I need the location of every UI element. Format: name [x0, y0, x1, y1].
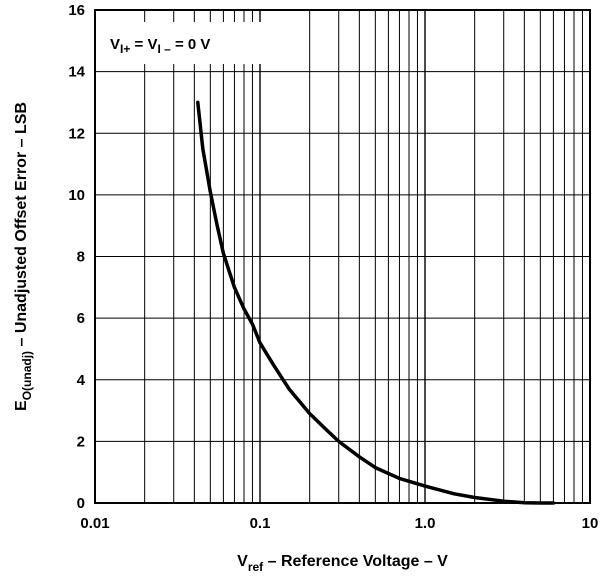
x-tick-label: 0.1: [250, 515, 271, 532]
plot-frame: [94, 9, 591, 504]
y-tick-label: 2: [77, 433, 85, 450]
x-tick-label: 0.01: [80, 515, 109, 532]
y-tick-label: 16: [68, 2, 85, 19]
y-tick-label: 12: [68, 125, 85, 142]
x-tick-label: 10: [582, 515, 599, 532]
annotation-background: [100, 22, 268, 64]
y-tick-label: 10: [68, 187, 85, 204]
annotation-sub2: I –: [157, 42, 171, 56]
y-label-symbol: E: [13, 400, 30, 411]
y-label-subscript: O(unadj): [20, 351, 34, 400]
y-tick-labels: 0 2 4 6 8 10 12 14 16: [68, 2, 85, 512]
annotation-text: VI+ = VI – = 0 V: [110, 36, 210, 56]
y-tick-label: 4: [77, 372, 86, 389]
annotation-rest: = 0 V: [171, 36, 211, 53]
annotation-eq: =: [130, 36, 147, 53]
y-axis-label: EO(unadj) – Unadjusted Offset Error – LS…: [13, 102, 34, 411]
y-tick-label: 14: [68, 64, 85, 81]
y-tick-label: 0: [77, 495, 85, 512]
annotation-sub1: I+: [120, 42, 130, 56]
y-tick-label: 6: [77, 310, 85, 327]
condition-annotation: VI+ = VI – = 0 V: [100, 22, 268, 64]
x-axis-label: Vref – Reference Voltage – V: [237, 553, 448, 574]
x-label-symbol: V: [237, 553, 248, 570]
annotation-v1: V: [110, 36, 120, 53]
x-tick-label: 1.0: [415, 515, 436, 532]
annotation-v2: V: [147, 36, 157, 53]
y-label-text: – Unadjusted Offset Error – LSB: [13, 102, 30, 351]
x-label-text: – Reference Voltage – V: [263, 553, 448, 570]
y-tick-label: 8: [77, 249, 85, 266]
series-line: [196, 100, 556, 505]
x-label-subscript: ref: [248, 560, 264, 574]
grid: [94, 9, 590, 504]
x-tick-labels: 0.01 0.1 1.0 10: [80, 515, 598, 532]
